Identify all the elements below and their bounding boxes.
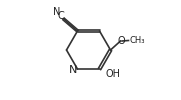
Text: C: C [58, 11, 65, 21]
Text: O: O [118, 36, 125, 46]
Text: OH: OH [106, 69, 121, 79]
Text: N: N [69, 65, 78, 75]
Text: N: N [53, 7, 61, 17]
Text: CH₃: CH₃ [130, 36, 146, 45]
